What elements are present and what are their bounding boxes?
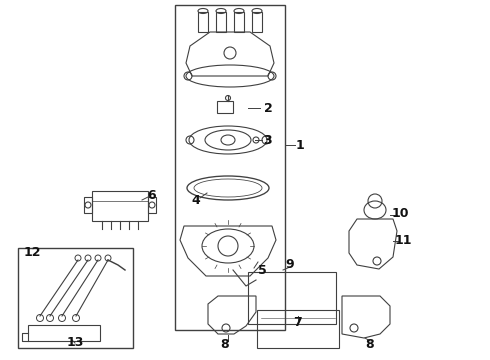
Bar — [252, 12, 262, 32]
Bar — [28, 325, 100, 341]
Text: 12: 12 — [23, 247, 41, 260]
Text: 10: 10 — [391, 207, 409, 220]
Bar — [257, 310, 339, 348]
Text: 13: 13 — [66, 337, 84, 350]
Bar — [198, 12, 208, 32]
Text: 4: 4 — [192, 194, 200, 207]
Text: 11: 11 — [394, 234, 412, 247]
Text: 5: 5 — [258, 264, 267, 276]
Bar — [234, 12, 244, 32]
Bar — [148, 197, 156, 213]
Text: 1: 1 — [295, 139, 304, 152]
Bar — [84, 197, 92, 213]
Bar — [216, 12, 226, 32]
Text: 8: 8 — [366, 338, 374, 351]
Text: 6: 6 — [147, 189, 156, 202]
Text: 8: 8 — [220, 338, 229, 351]
Bar — [18, 248, 133, 348]
Bar — [248, 272, 336, 324]
Bar — [92, 191, 148, 221]
Text: 9: 9 — [286, 258, 294, 271]
Text: 3: 3 — [264, 134, 272, 147]
Bar — [217, 101, 233, 113]
Bar — [175, 5, 285, 330]
Text: 2: 2 — [264, 102, 272, 114]
Text: 7: 7 — [294, 316, 302, 329]
